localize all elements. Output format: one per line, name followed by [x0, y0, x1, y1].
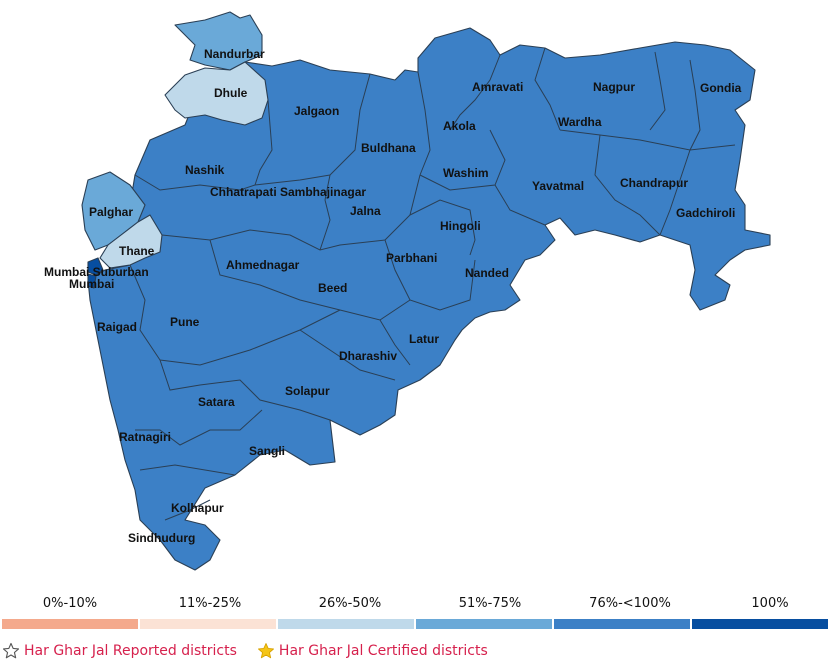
district-mumbai[interactable] [87, 273, 97, 289]
label-dharashiv: Dharashiv [339, 349, 397, 363]
label-palghar: Palghar [89, 205, 133, 219]
label-parbhani: Parbhani [386, 251, 437, 265]
label-washim: Washim [443, 166, 489, 180]
label-pune: Pune [170, 315, 200, 329]
label-chhatrapati-sambhajinagar: Chhatrapati Sambhajinagar [210, 185, 366, 199]
label-sangli: Sangli [249, 444, 285, 458]
district-mumbai-suburban[interactable] [87, 257, 104, 276]
label-sindhudurg: Sindhudurg [128, 531, 195, 545]
district-thane[interactable] [99, 214, 163, 269]
legend-label-11-25: 11%-25% [178, 596, 242, 611]
label-chandrapur: Chandrapur [620, 176, 688, 190]
label-mumbai-suburban: Mumbai Suburban [44, 265, 149, 279]
legend-bar-100[interactable] [692, 619, 828, 629]
label-kolhapur: Kolhapur [171, 501, 224, 515]
label-wardha: Wardha [558, 115, 602, 129]
label-hingoli: Hingoli [440, 219, 481, 233]
star-filled-icon [257, 643, 274, 659]
district-status-keys: Har Ghar Jal Reported districts Har Ghar… [2, 642, 508, 660]
label-thane: Thane [119, 244, 155, 258]
star-outline-icon [2, 642, 20, 659]
label-nanded: Nanded [465, 266, 509, 280]
label-ratnagiri: Ratnagiri [119, 430, 171, 444]
district-boundaries [129, 47, 736, 521]
label-satara: Satara [198, 395, 235, 409]
maharashtra-district-map: Nandurbar Dhule Jalgaon Amravati Nagpur … [44, 11, 771, 571]
legend-bar-76-100[interactable] [554, 619, 690, 629]
legend-label-51-75: 51%-75% [458, 596, 522, 611]
legend-labels: 0%-10% 11%-25% 26%-50% 51%-75% 76%-<100%… [0, 596, 840, 614]
label-dhule: Dhule [214, 86, 248, 100]
legend-label-76-100: 76%-<100% [589, 596, 671, 611]
label-nagpur: Nagpur [593, 80, 635, 94]
legend-color-bars [2, 619, 828, 629]
state-base [87, 27, 771, 571]
legend-bar-0-10[interactable] [2, 619, 138, 629]
label-yavatmal: Yavatmal [532, 179, 584, 193]
label-mumbai: Mumbai [69, 277, 114, 291]
label-akola: Akola [443, 119, 476, 133]
label-nandurbar: Nandurbar [204, 47, 265, 61]
legend-bar-51-75[interactable] [416, 619, 552, 629]
label-gondia: Gondia [700, 81, 742, 95]
reported-districts-label: Har Ghar Jal Reported districts [24, 643, 237, 659]
district-nandurbar[interactable] [174, 11, 263, 71]
legend-label-100: 100% [751, 596, 789, 611]
legend-label-0-10: 0%-10% [42, 596, 98, 611]
label-raigad: Raigad [97, 320, 137, 334]
label-latur: Latur [409, 332, 439, 346]
label-solapur: Solapur [285, 384, 330, 398]
certified-districts-key[interactable]: Har Ghar Jal Certified districts [257, 642, 488, 660]
legend-bar-11-25[interactable] [140, 619, 276, 629]
legend-label-26-50: 26%-50% [318, 596, 382, 611]
label-gadchiroli: Gadchiroli [676, 206, 735, 220]
label-beed: Beed [318, 281, 347, 295]
reported-districts-key[interactable]: Har Ghar Jal Reported districts [2, 642, 237, 660]
label-jalgaon: Jalgaon [294, 104, 339, 118]
label-amravati: Amravati [472, 80, 523, 94]
district-dhule[interactable] [164, 61, 269, 126]
label-nashik: Nashik [185, 163, 225, 177]
label-buldhana: Buldhana [361, 141, 416, 155]
legend-bar-26-50[interactable] [278, 619, 414, 629]
certified-districts-label: Har Ghar Jal Certified districts [278, 643, 488, 659]
label-jalna: Jalna [350, 204, 381, 218]
label-ahmednagar: Ahmednagar [226, 258, 300, 272]
